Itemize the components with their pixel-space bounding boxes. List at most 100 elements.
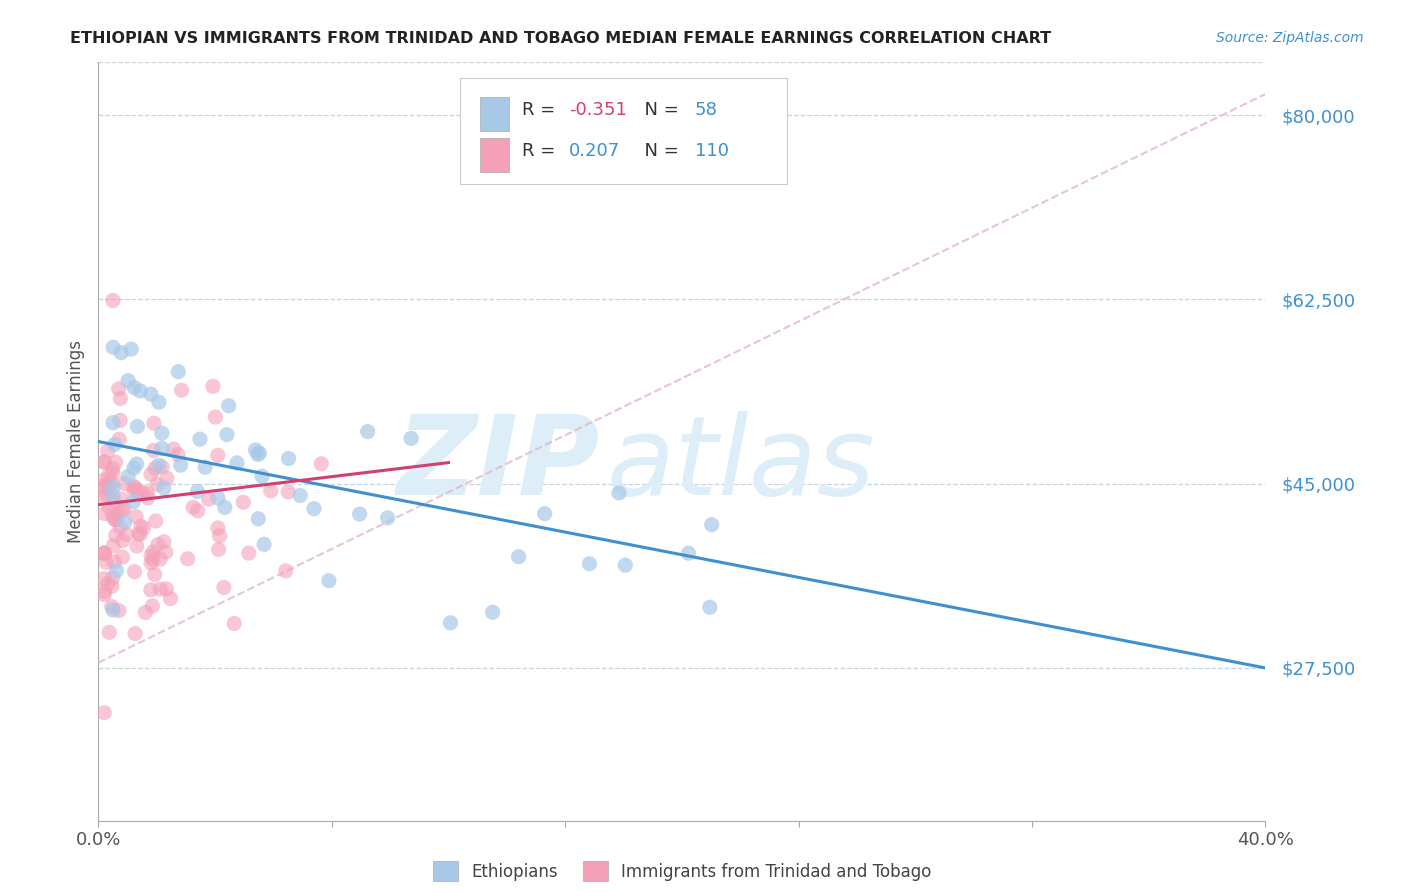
Point (146, 537, 169, 551)
Point (399, 432, 422, 446)
Point (167, 365, 190, 379)
Point (170, 383, 193, 397)
Point (181, 500, 204, 515)
Point (101, 467, 124, 481)
Text: ZIP: ZIP (396, 411, 600, 517)
Point (110, 392, 132, 406)
Point (208, 529, 231, 543)
Point (108, 433, 131, 447)
Point (108, 520, 131, 534)
Point (111, 533, 134, 548)
Point (204, 410, 226, 425)
Point (110, 345, 132, 359)
Point (155, 582, 177, 596)
Point (188, 432, 211, 446)
Point (224, 616, 246, 631)
Point (101, 480, 124, 494)
Text: N =: N = (633, 142, 685, 161)
Point (377, 511, 399, 525)
Text: 0.207: 0.207 (568, 142, 620, 161)
Point (97, 468, 120, 483)
Point (150, 442, 173, 456)
Point (117, 374, 139, 388)
Point (139, 387, 162, 401)
Point (212, 581, 235, 595)
Point (101, 571, 124, 585)
Point (277, 451, 299, 466)
Point (607, 486, 630, 500)
Point (260, 483, 283, 498)
Point (128, 526, 150, 541)
Point (96, 488, 118, 502)
Point (101, 603, 124, 617)
Point (201, 379, 224, 393)
Point (101, 489, 124, 503)
Point (104, 512, 127, 526)
Point (104, 528, 127, 542)
Point (614, 558, 637, 573)
Point (93, 455, 115, 469)
Point (104, 437, 127, 451)
Point (97, 478, 120, 492)
Point (110, 491, 132, 506)
Point (167, 448, 190, 462)
Point (214, 500, 236, 515)
Point (103, 555, 125, 569)
Text: Source: ZipAtlas.com: Source: ZipAtlas.com (1216, 31, 1364, 45)
Point (98, 625, 121, 640)
Point (108, 413, 131, 427)
Text: R =: R = (522, 142, 561, 161)
Point (481, 605, 503, 619)
Point (125, 509, 148, 524)
Point (112, 502, 135, 516)
Point (129, 527, 152, 541)
Point (246, 448, 269, 462)
Point (148, 395, 170, 409)
Point (247, 446, 270, 460)
Point (207, 449, 229, 463)
Point (100, 475, 122, 490)
FancyBboxPatch shape (460, 78, 787, 184)
Point (238, 546, 260, 560)
Point (97, 444, 120, 458)
Point (127, 419, 149, 434)
Point (349, 507, 371, 521)
Point (250, 469, 273, 483)
Point (120, 342, 142, 356)
Point (129, 384, 152, 398)
Point (142, 552, 165, 566)
Point (98, 500, 121, 515)
Point (156, 471, 179, 485)
Point (93, 572, 115, 586)
Point (101, 579, 124, 593)
Text: 110: 110 (695, 142, 728, 161)
Point (93, 507, 115, 521)
Point (302, 501, 325, 516)
Point (578, 557, 600, 571)
Point (218, 399, 240, 413)
Point (139, 549, 162, 563)
Point (124, 626, 146, 640)
Point (107, 382, 129, 396)
Point (122, 461, 145, 475)
Bar (479, 138, 509, 172)
Point (114, 516, 136, 530)
Point (678, 546, 700, 560)
Point (163, 442, 186, 457)
Point (226, 456, 249, 470)
Point (93, 546, 115, 560)
Point (93, 455, 115, 469)
Point (186, 484, 208, 499)
Point (197, 492, 219, 507)
Point (124, 565, 146, 579)
Point (132, 521, 155, 535)
Point (136, 486, 159, 500)
Point (143, 461, 166, 475)
Point (215, 427, 238, 442)
Text: 58: 58 (695, 101, 717, 120)
Point (169, 458, 191, 472)
Legend: Ethiopians, Immigrants from Trinidad and Tobago: Ethiopians, Immigrants from Trinidad and… (426, 855, 938, 888)
Point (356, 425, 378, 439)
Point (101, 539, 124, 553)
Point (134, 606, 156, 620)
